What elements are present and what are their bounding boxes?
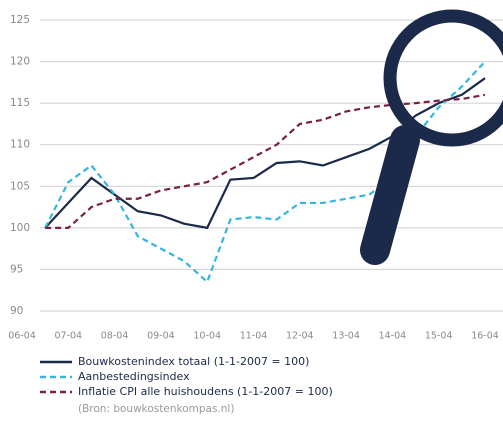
legend-label: Aanbestedingsindex bbox=[78, 370, 190, 383]
y-tick-label: 125 bbox=[10, 14, 30, 26]
x-tick-label: 08-04 bbox=[101, 331, 129, 342]
line-series bbox=[45, 93, 486, 229]
legend-label: Bouwkostenindex totaal (1-1-2007 = 100) bbox=[78, 355, 309, 368]
x-tick-label: 09-04 bbox=[147, 331, 175, 342]
plot bbox=[44, 60, 486, 284]
x-tick-label: 07-04 bbox=[54, 331, 82, 342]
x-tick-label: 06-04 bbox=[8, 331, 36, 342]
y-tick-label: 110 bbox=[10, 139, 30, 151]
magnifier-handle bbox=[360, 125, 420, 265]
magnifier-lens bbox=[383, 9, 503, 147]
magnifier bbox=[360, 9, 503, 265]
grid: 90 95 100 105 110 115 120 125 06-04 07-04 08-04 09-… bbox=[8, 14, 503, 342]
y-tick-label: 105 bbox=[10, 180, 30, 192]
x-tick-label: 16-04 bbox=[471, 331, 499, 342]
legend: Bouwkostenindex totaal (1-1-2007 = 100) A… bbox=[40, 355, 333, 398]
x-tick-label: 14-04 bbox=[379, 331, 407, 342]
source: (Bron: bouwkostenkompas.nl) bbox=[78, 403, 234, 415]
y-tick-label: 90 bbox=[10, 305, 23, 317]
line-series bbox=[44, 77, 486, 230]
legend-label: Inflatie CPI alle huishoudens (1-1-2007 … bbox=[78, 385, 333, 398]
y-tick-label: 100 bbox=[10, 222, 30, 234]
line-series bbox=[44, 60, 486, 284]
y-tick-label: 115 bbox=[10, 97, 30, 109]
y-tick-label: 120 bbox=[10, 56, 30, 68]
x-tick-label: 15-04 bbox=[425, 331, 453, 342]
x-tick-label: 13-04 bbox=[332, 331, 360, 342]
x-tick-label: 12-04 bbox=[286, 331, 314, 342]
x-tick-label: 10-04 bbox=[193, 331, 221, 342]
x-tick-label: 11-04 bbox=[240, 331, 268, 342]
y-tick-label: 95 bbox=[10, 263, 23, 275]
